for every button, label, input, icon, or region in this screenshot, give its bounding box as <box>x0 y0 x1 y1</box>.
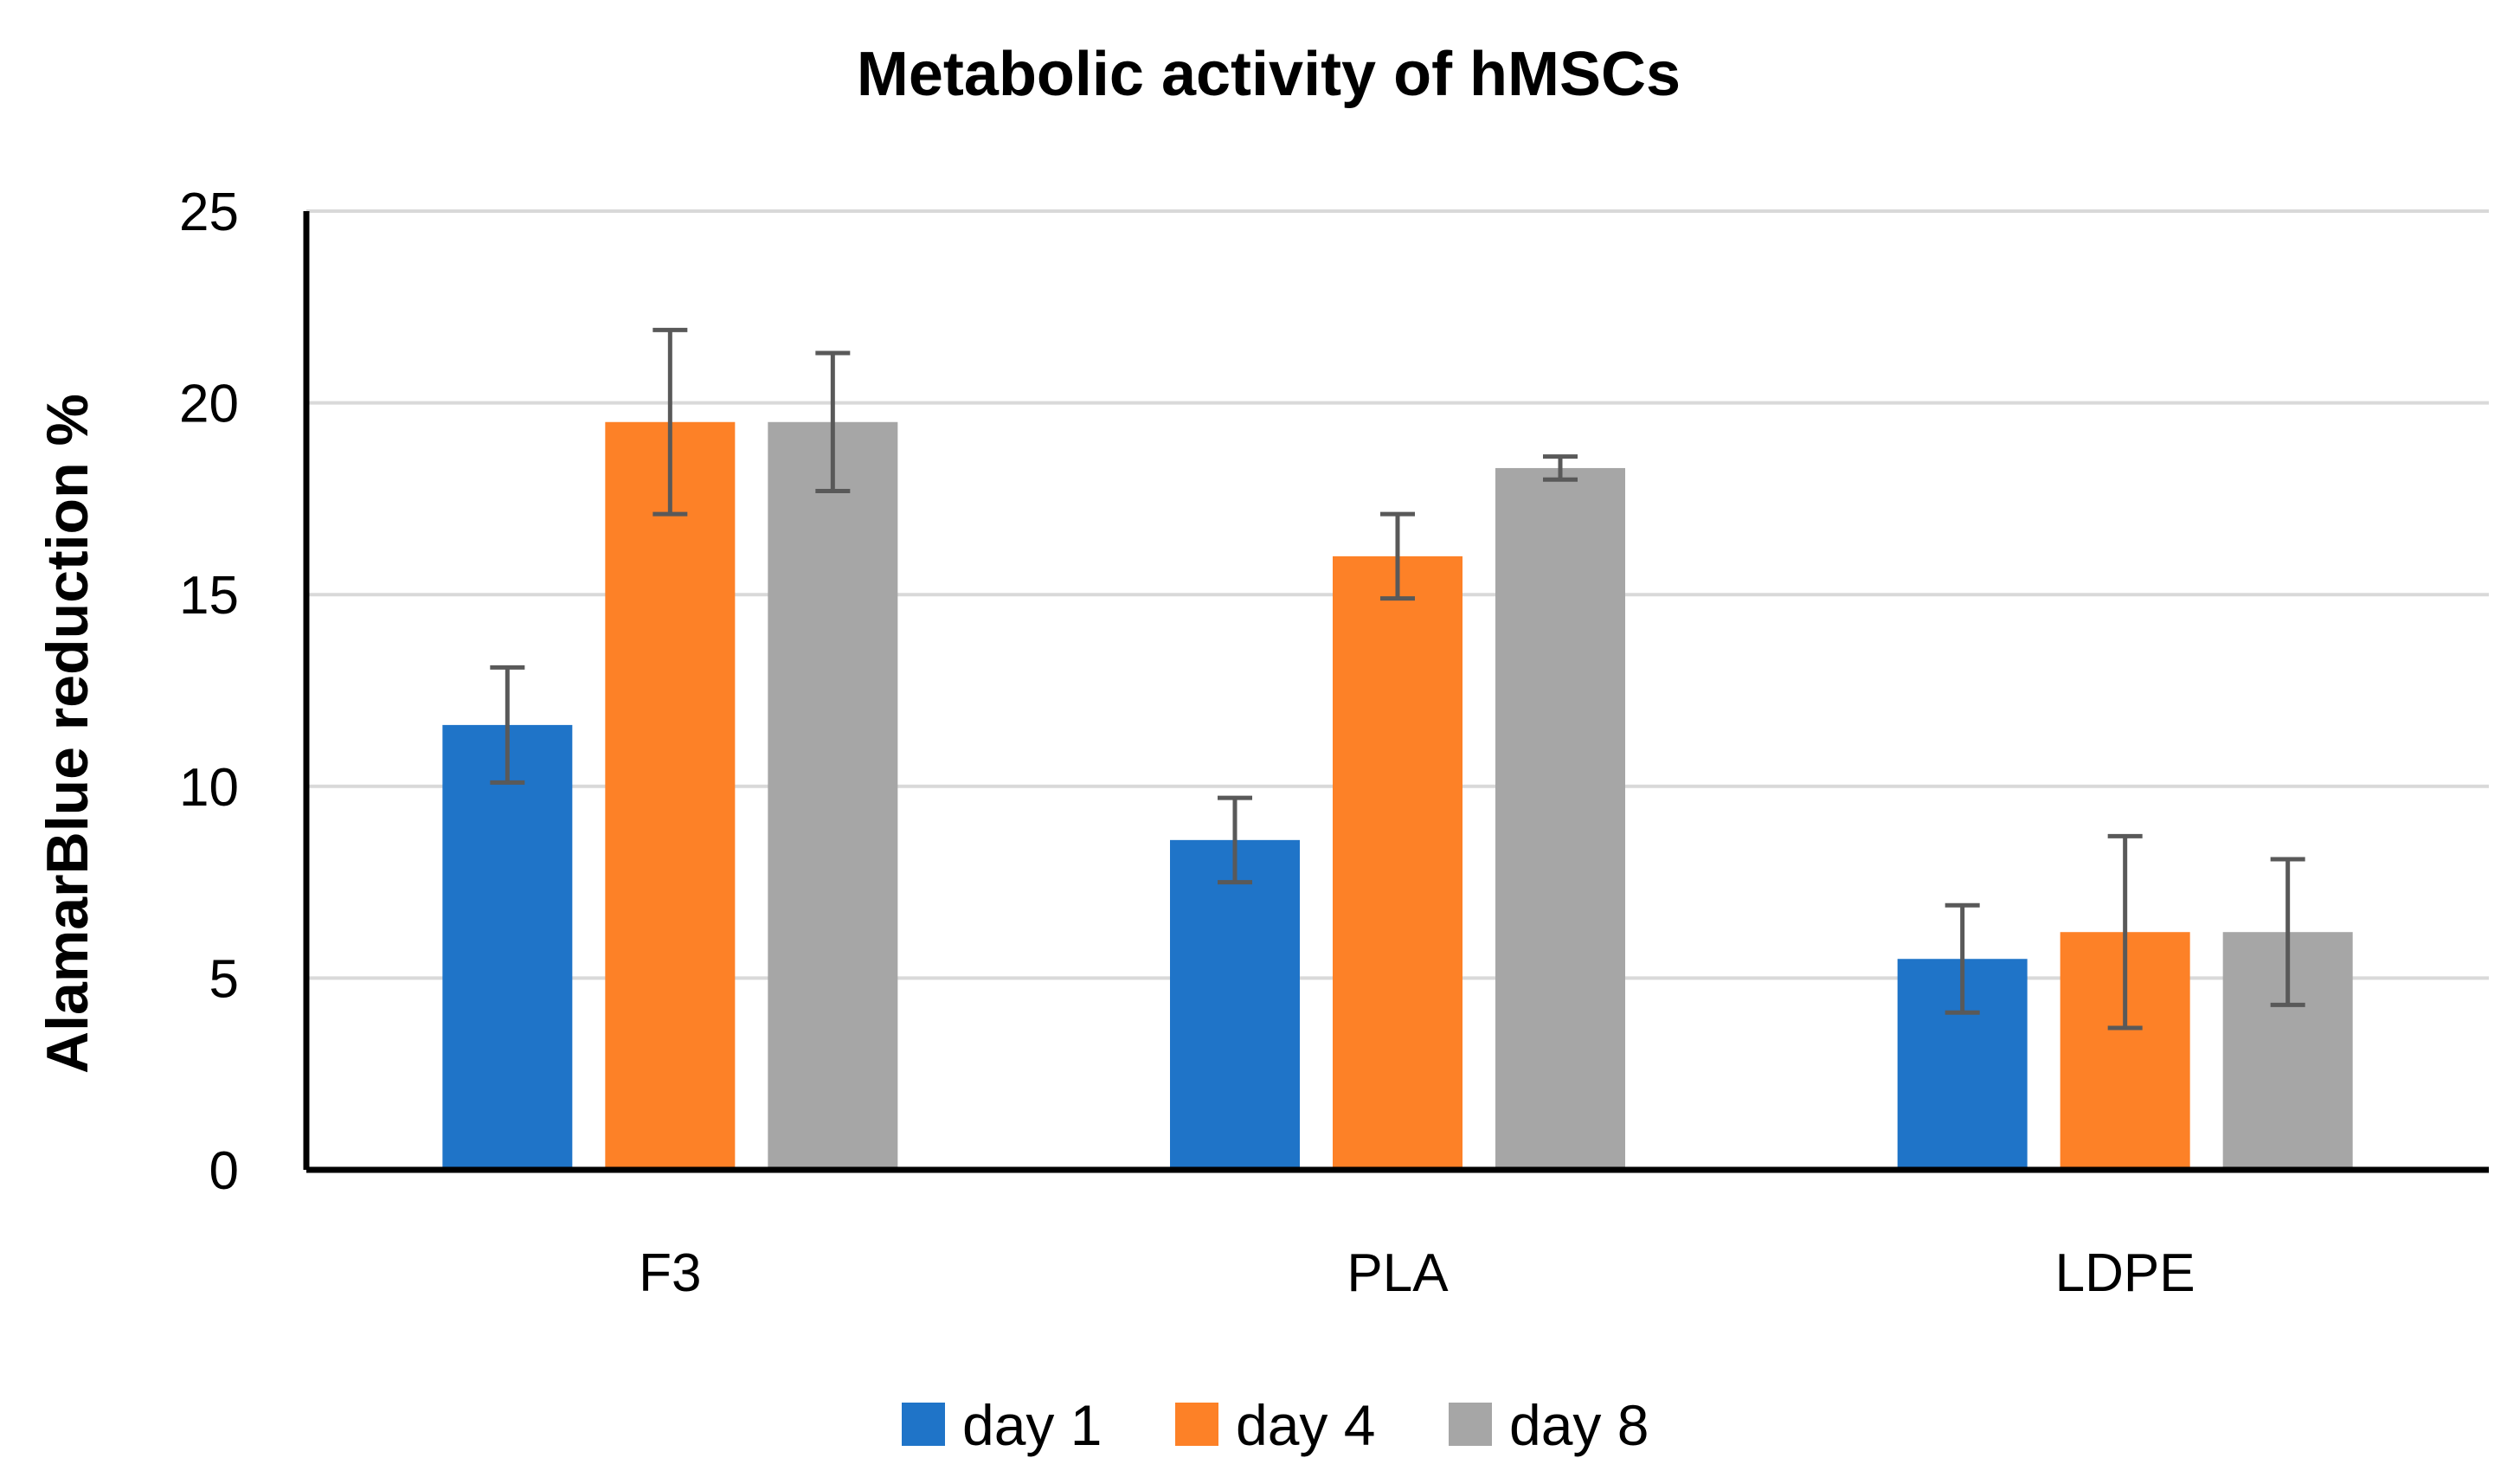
y-tick-label: 5 <box>209 949 239 1009</box>
legend-swatch <box>1175 1403 1218 1446</box>
error-bars <box>490 327 2305 1031</box>
bar <box>768 421 898 1170</box>
legend-label: day 8 <box>1509 1393 1649 1457</box>
y-tick-label: 15 <box>179 566 239 626</box>
legend: day 1 day 4 day 8 <box>902 1393 1649 1457</box>
bar <box>442 724 573 1170</box>
y-tick-label: 20 <box>179 375 239 434</box>
x-category-label: LDPE <box>2055 1243 2195 1303</box>
y-axis-title: AlamarBlue reduction % <box>35 394 100 1074</box>
bar <box>1495 467 1625 1170</box>
x-category-label: PLA <box>1347 1243 1449 1303</box>
y-axis-ticks: 0 5 10 15 20 25 <box>179 183 239 1201</box>
x-axis-categories: F3 PLA LDPE <box>639 1243 2195 1303</box>
y-tick-label: 10 <box>179 758 239 818</box>
legend-swatch <box>902 1403 945 1446</box>
legend-swatch <box>1449 1403 1492 1446</box>
chart-title: Metabolic activity of hMSCs <box>857 40 1681 109</box>
bar <box>1170 839 1300 1170</box>
legend-label: day 4 <box>1236 1393 1375 1457</box>
bar <box>605 421 736 1170</box>
x-category-label: F3 <box>639 1243 701 1303</box>
bar <box>1333 555 1462 1170</box>
y-tick-label: 25 <box>179 183 239 242</box>
legend-label: day 1 <box>962 1393 1102 1457</box>
y-tick-label: 0 <box>209 1141 239 1201</box>
bars <box>442 421 2353 1170</box>
